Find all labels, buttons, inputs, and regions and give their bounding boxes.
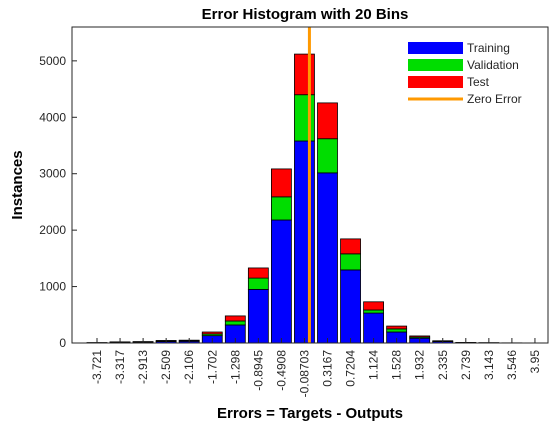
x-tick-label: 0.7204 [344,350,358,387]
axes-box [71,26,549,344]
x-tick-label: 2.739 [459,350,473,380]
bar-segment [270,196,292,221]
bar-segment [340,253,361,271]
x-tick-label: 1.124 [367,350,381,380]
bar-segment [294,140,315,344]
x-tick-label: -0.8945 [251,350,265,391]
x-tick-label: 3.143 [482,350,496,380]
bar-segment [317,138,338,174]
x-tick-label: 1.932 [413,350,427,380]
x-tick-label: -2.106 [182,350,196,384]
x-tick-label: 2.335 [436,350,450,380]
y-tick-label: 3000 [39,167,66,181]
x-tick-label: -0.08703 [297,350,311,398]
x-tick-label: 3.95 [528,350,542,374]
bar-segment [247,288,269,344]
bar-segment [270,168,292,198]
bar-segment [386,325,408,330]
legend-swatch [408,42,463,54]
bar-segment [317,102,338,140]
y-tick-label: 4000 [39,110,66,124]
y-tick-label: 1000 [39,280,66,294]
chart-title: Error Histogram with 20 Bins [202,6,409,23]
legend-label: Validation [467,58,519,72]
x-tick-label: -0.4908 [274,350,288,391]
bar-segment [247,277,269,290]
bar-segment [294,94,315,142]
bar-segment [247,267,269,279]
legend-label: Zero Error [467,92,522,106]
bar-segment [201,331,223,335]
x-axis-label: Errors = Targets - Outputs [217,405,403,422]
bar-segment [340,238,361,255]
legend-label: Test [467,75,490,89]
x-tick-label: 1.528 [390,350,404,380]
x-tick-label: -2.913 [136,350,150,384]
bar-segment [270,219,292,344]
bar-segment [386,328,408,333]
y-axis-label: Instances [9,150,26,219]
x-tick-label: -2.509 [159,350,173,384]
x-tick-label: -3.721 [90,350,104,384]
x-tick-label: -3.317 [113,350,127,384]
bar-segment [224,315,246,322]
bar-segment [363,301,385,311]
legend-label: Training [467,41,510,55]
bar-segment [224,320,246,326]
x-tick-label: 0.3167 [321,350,335,387]
x-tick-label: 3.546 [505,350,519,380]
bar-segment [363,309,385,314]
bar-segment [317,172,338,344]
legend-swatch [408,59,463,71]
legend-swatch [408,76,463,88]
y-tick-label: 5000 [39,54,66,68]
x-tick-label: -1.702 [205,350,219,384]
bar-segment [340,269,361,344]
y-tick-label: 2000 [39,223,66,237]
bar-segment [294,53,315,96]
x-tick-label: -1.298 [228,350,242,384]
bar-segment [409,335,431,338]
y-tick-label: 0 [59,336,66,350]
